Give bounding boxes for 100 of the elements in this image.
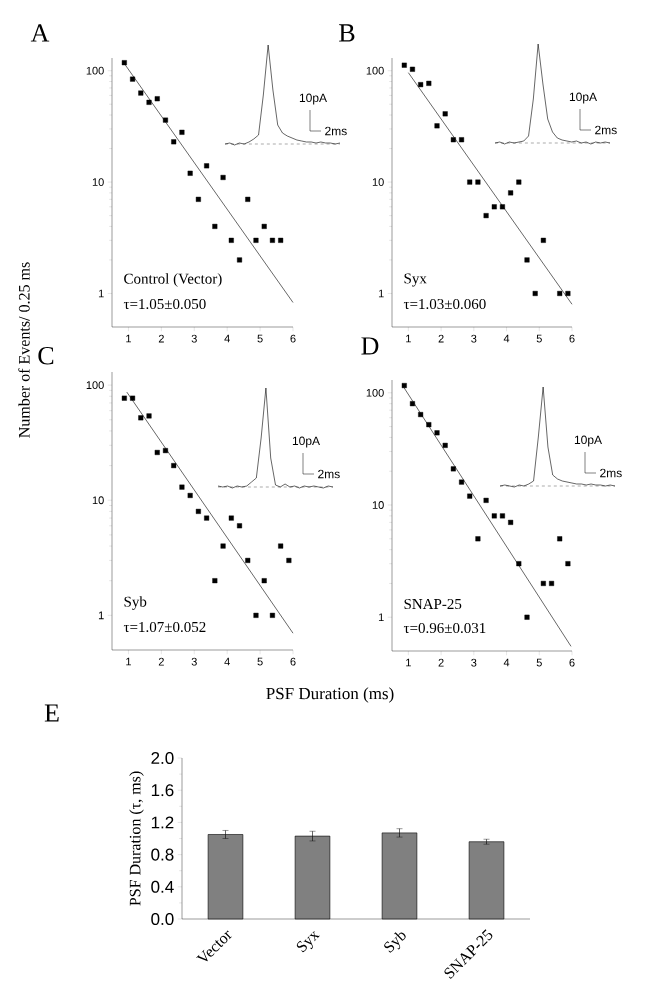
annotation: τ=0.96±0.031 bbox=[403, 622, 486, 634]
annotation: 10pA bbox=[299, 93, 327, 105]
point bbox=[442, 111, 448, 117]
point bbox=[220, 174, 226, 180]
annotation: τ=1.03±0.060 bbox=[403, 298, 486, 310]
point bbox=[138, 415, 144, 421]
point bbox=[261, 578, 267, 584]
x-axis-title: PSF Duration (ms) bbox=[266, 687, 394, 703]
point bbox=[516, 179, 522, 185]
point bbox=[508, 519, 514, 525]
point bbox=[418, 412, 424, 418]
point bbox=[162, 117, 168, 123]
y-tick-label: 100 bbox=[86, 66, 104, 75]
point bbox=[426, 422, 432, 428]
point bbox=[269, 237, 275, 243]
point bbox=[565, 290, 571, 296]
point bbox=[220, 543, 226, 549]
annotation: Control (Vector) bbox=[124, 273, 222, 287]
point bbox=[434, 123, 440, 129]
y-tick-label: 10 bbox=[372, 501, 384, 509]
point bbox=[467, 179, 473, 185]
point bbox=[187, 492, 193, 498]
x-tick-label: 5 bbox=[257, 657, 263, 666]
point bbox=[261, 223, 267, 229]
point bbox=[565, 561, 571, 567]
chart-title: B bbox=[339, 24, 355, 42]
x-tick-label: 3 bbox=[471, 658, 477, 667]
point bbox=[204, 515, 210, 521]
point bbox=[121, 395, 127, 401]
point bbox=[146, 413, 152, 419]
x-tick-label: 4 bbox=[224, 657, 230, 666]
point bbox=[459, 137, 465, 143]
x-tick-label: 6 bbox=[290, 334, 296, 343]
x-tick-label: Syx bbox=[296, 930, 320, 953]
x-tick-label: 2 bbox=[158, 334, 164, 343]
point bbox=[245, 557, 251, 563]
annotation: Syx bbox=[404, 273, 427, 287]
x-tick-label: Syb bbox=[384, 932, 406, 953]
point bbox=[524, 257, 530, 263]
point bbox=[130, 395, 136, 401]
point bbox=[483, 213, 489, 219]
y-tick-label: 1.6 bbox=[151, 784, 174, 797]
x-tick-label: 6 bbox=[569, 334, 575, 343]
y-tick-label: 100 bbox=[366, 66, 384, 75]
x-tick-label: 1 bbox=[406, 334, 411, 343]
point bbox=[130, 76, 136, 82]
point bbox=[204, 163, 210, 169]
x-tick-label: 4 bbox=[224, 334, 230, 343]
annotation: SNAP-25 bbox=[404, 598, 462, 610]
y-tick-label: 1 bbox=[378, 289, 384, 298]
point bbox=[450, 466, 456, 472]
point bbox=[409, 401, 415, 407]
point bbox=[269, 612, 275, 618]
annotation: 2ms bbox=[600, 468, 622, 478]
point bbox=[171, 139, 177, 145]
annotation: 2ms bbox=[595, 125, 617, 135]
point bbox=[212, 223, 218, 229]
y-tick-label: 1 bbox=[98, 611, 104, 620]
point bbox=[195, 196, 201, 202]
point bbox=[557, 536, 563, 542]
point bbox=[278, 543, 284, 549]
point bbox=[540, 237, 546, 243]
point bbox=[401, 62, 407, 68]
annotation: 10pA bbox=[292, 436, 320, 448]
point bbox=[483, 497, 489, 503]
point bbox=[491, 513, 497, 519]
point bbox=[499, 204, 505, 210]
x-tick-label: 5 bbox=[257, 334, 263, 343]
point bbox=[434, 430, 440, 436]
x-tick-label: 3 bbox=[191, 334, 197, 343]
x-tick-label: 1 bbox=[126, 334, 131, 343]
y-tick-label: 10 bbox=[92, 496, 104, 505]
x-tick-label: 6 bbox=[290, 657, 296, 666]
point bbox=[409, 66, 415, 72]
y-axis-title: PSF Duration (τ, ms) bbox=[129, 771, 144, 906]
y-tick-label: 0.4 bbox=[151, 880, 174, 893]
x-tick-label: 2 bbox=[438, 658, 444, 667]
point bbox=[450, 137, 456, 143]
y-tick-label: 0.8 bbox=[151, 848, 174, 861]
point bbox=[459, 479, 465, 485]
x-tick-label: 4 bbox=[503, 658, 510, 667]
point bbox=[499, 513, 505, 519]
point bbox=[253, 612, 259, 618]
point bbox=[121, 60, 127, 66]
point bbox=[212, 578, 218, 584]
x-tick-label: 2 bbox=[158, 657, 164, 666]
point bbox=[475, 536, 481, 542]
chart-title: E bbox=[44, 704, 59, 722]
x-tick-label: 3 bbox=[191, 657, 197, 666]
x-tick-label: 2 bbox=[438, 334, 444, 343]
point bbox=[540, 580, 546, 586]
point bbox=[154, 96, 160, 102]
point bbox=[426, 80, 432, 86]
annotation: τ=1.05±0.050 bbox=[123, 298, 206, 310]
y-tick-label: 100 bbox=[86, 381, 104, 390]
annotation: 10pA bbox=[569, 92, 597, 104]
y-tick-label: 2.0 bbox=[151, 751, 174, 765]
chart-title: D bbox=[361, 337, 379, 355]
y-tick-label: 1 bbox=[98, 289, 104, 298]
point bbox=[245, 196, 251, 202]
